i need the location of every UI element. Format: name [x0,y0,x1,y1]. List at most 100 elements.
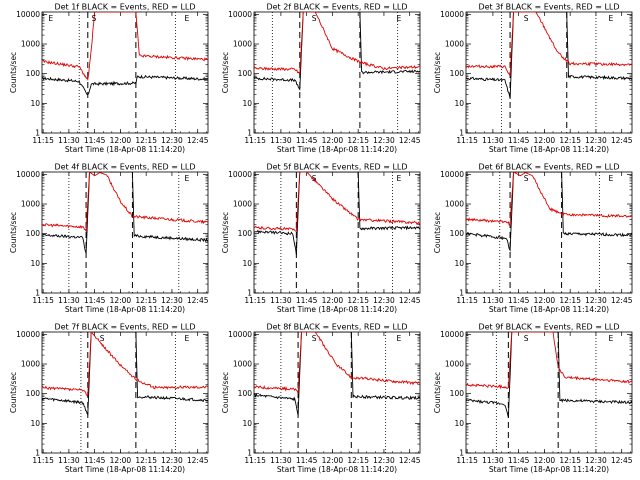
y-tick-label: 1000 [233,360,252,369]
y-axis-label: Counts/sec [9,212,18,253]
x-tick-label: 12:00 [110,456,132,465]
x-tick-label: 12:45 [399,136,421,145]
series-events [466,12,632,99]
y-axis-label: Counts/sec [433,372,442,413]
x-tick-label: 12:15 [135,296,157,305]
y-axis-label: Counts/sec [9,372,18,413]
attenuator-marker: S [312,14,317,23]
attenuator-marker: S [100,334,105,343]
y-tick-label: 10000 [16,330,40,339]
attenuator-marker: E [184,174,189,183]
series-lld [254,332,420,395]
x-tick-label: 12:15 [559,296,581,305]
x-tick-label: 11:15 [456,136,478,145]
y-tick-label: 1000 [233,200,252,209]
y-tick-label: 10 [242,259,252,268]
x-tick-label: 12:45 [611,136,633,145]
x-tick-label: 11:45 [296,296,318,305]
x-tick-label: 12:15 [135,136,157,145]
attenuator-marker: E [184,334,189,343]
x-tick-label: 12:15 [559,136,581,145]
panel-title: Det 5f BLACK = Events, RED = LLD [266,163,407,172]
x-tick-label: 12:00 [534,136,556,145]
attenuator-marker: E [396,14,401,23]
x-tick-label: 11:15 [244,136,266,145]
attenuator-marker: S [524,334,529,343]
y-tick-label: 10000 [228,10,252,19]
y-tick-label: 10 [454,259,464,268]
plot-frame [253,331,421,454]
y-tick-label: 1 [35,449,40,458]
y-tick-label: 10 [454,419,464,428]
series-events [254,12,420,91]
x-tick-label: 11:30 [482,136,504,145]
series-lld [466,172,632,226]
attenuator-marker: S [91,14,96,23]
x-tick-label: 11:45 [296,456,318,465]
x-tick-label: 12:15 [135,456,157,465]
x-tick-label: 11:15 [32,296,54,305]
y-tick-label: 1000 [21,200,40,209]
x-axis-label: Start Time (18-Apr-08 11:14:20) [489,305,609,314]
plot-frame [465,331,633,454]
y-tick-label: 1 [35,129,40,138]
y-tick-label: 1 [247,289,252,298]
x-tick-label: 12:30 [161,296,183,305]
series-lld [42,12,208,82]
panel-1: Det 1f BLACK = Events, RED = LLD 1 10 100 10… [9,3,209,155]
x-tick-label: 12:45 [611,456,633,465]
y-tick-label: 10000 [16,170,40,179]
y-tick-label: 1 [247,129,252,138]
x-tick-label: 11:15 [32,136,54,145]
y-tick-label: 1000 [445,200,464,209]
x-tick-label: 11:15 [244,296,266,305]
series-lld [254,12,420,74]
x-axis-label: Start Time (18-Apr-08 11:14:20) [489,145,609,154]
y-tick-label: 1000 [445,360,464,369]
panel-title: Det 8f BLACK = Events, RED = LLD [266,323,407,332]
panel-6: Det 6f BLACK = Events, RED = LLD 1 10 100 10… [433,163,633,315]
y-tick-label: 100 [26,69,41,78]
x-tick-label: 11:30 [58,296,80,305]
series-lld [42,332,208,397]
attenuator-marker: E [48,14,53,23]
x-tick-label: 11:45 [508,136,530,145]
y-tick-label: 100 [238,229,253,238]
panel-2: Det 2f BLACK = Events, RED = LLD 1 10 100 10… [221,3,421,155]
panel-3: Det 3f BLACK = Events, RED = LLD 1 10 100 10… [433,3,633,155]
panel-title: Det 2f BLACK = Events, RED = LLD [266,3,407,12]
panel-7: Det 7f BLACK = Events, RED = LLD 1 10 100 10… [9,323,209,475]
panel-title: Det 6f BLACK = Events, RED = LLD [478,163,619,172]
attenuator-marker: E [396,174,401,183]
plot-frame [41,331,209,454]
x-tick-label: 12:00 [322,296,344,305]
x-tick-label: 11:45 [508,456,530,465]
x-tick-label: 12:45 [399,456,421,465]
x-tick-label: 11:45 [296,136,318,145]
y-axis-label: Counts/sec [9,52,18,93]
y-tick-label: 1 [35,289,40,298]
x-tick-label: 11:45 [508,296,530,305]
attenuator-marker: E [608,174,613,183]
x-tick-label: 12:15 [559,456,581,465]
x-axis-label: Start Time (18-Apr-08 11:14:20) [489,465,609,474]
attenuator-marker: S [312,334,317,343]
x-tick-label: 11:15 [456,456,478,465]
y-axis-label: Counts/sec [433,52,442,93]
x-tick-label: 12:30 [161,136,183,145]
y-tick-label: 10000 [16,10,40,19]
panel-title: Det 4f BLACK = Events, RED = LLD [54,163,195,172]
x-tick-label: 12:30 [161,456,183,465]
x-tick-label: 12:00 [110,296,132,305]
y-tick-label: 100 [238,69,253,78]
y-tick-label: 10 [242,99,252,108]
y-tick-label: 10000 [228,330,252,339]
x-axis-label: Start Time (18-Apr-08 11:14:20) [277,145,397,154]
y-axis-label: Counts/sec [221,372,230,413]
y-axis-label: Counts/sec [433,212,442,253]
x-tick-label: 12:00 [322,456,344,465]
panel-9: Det 9f BLACK = Events, RED = LLD 1 10 100 10… [433,323,633,475]
x-tick-label: 11:30 [270,136,292,145]
x-tick-label: 11:45 [84,296,106,305]
